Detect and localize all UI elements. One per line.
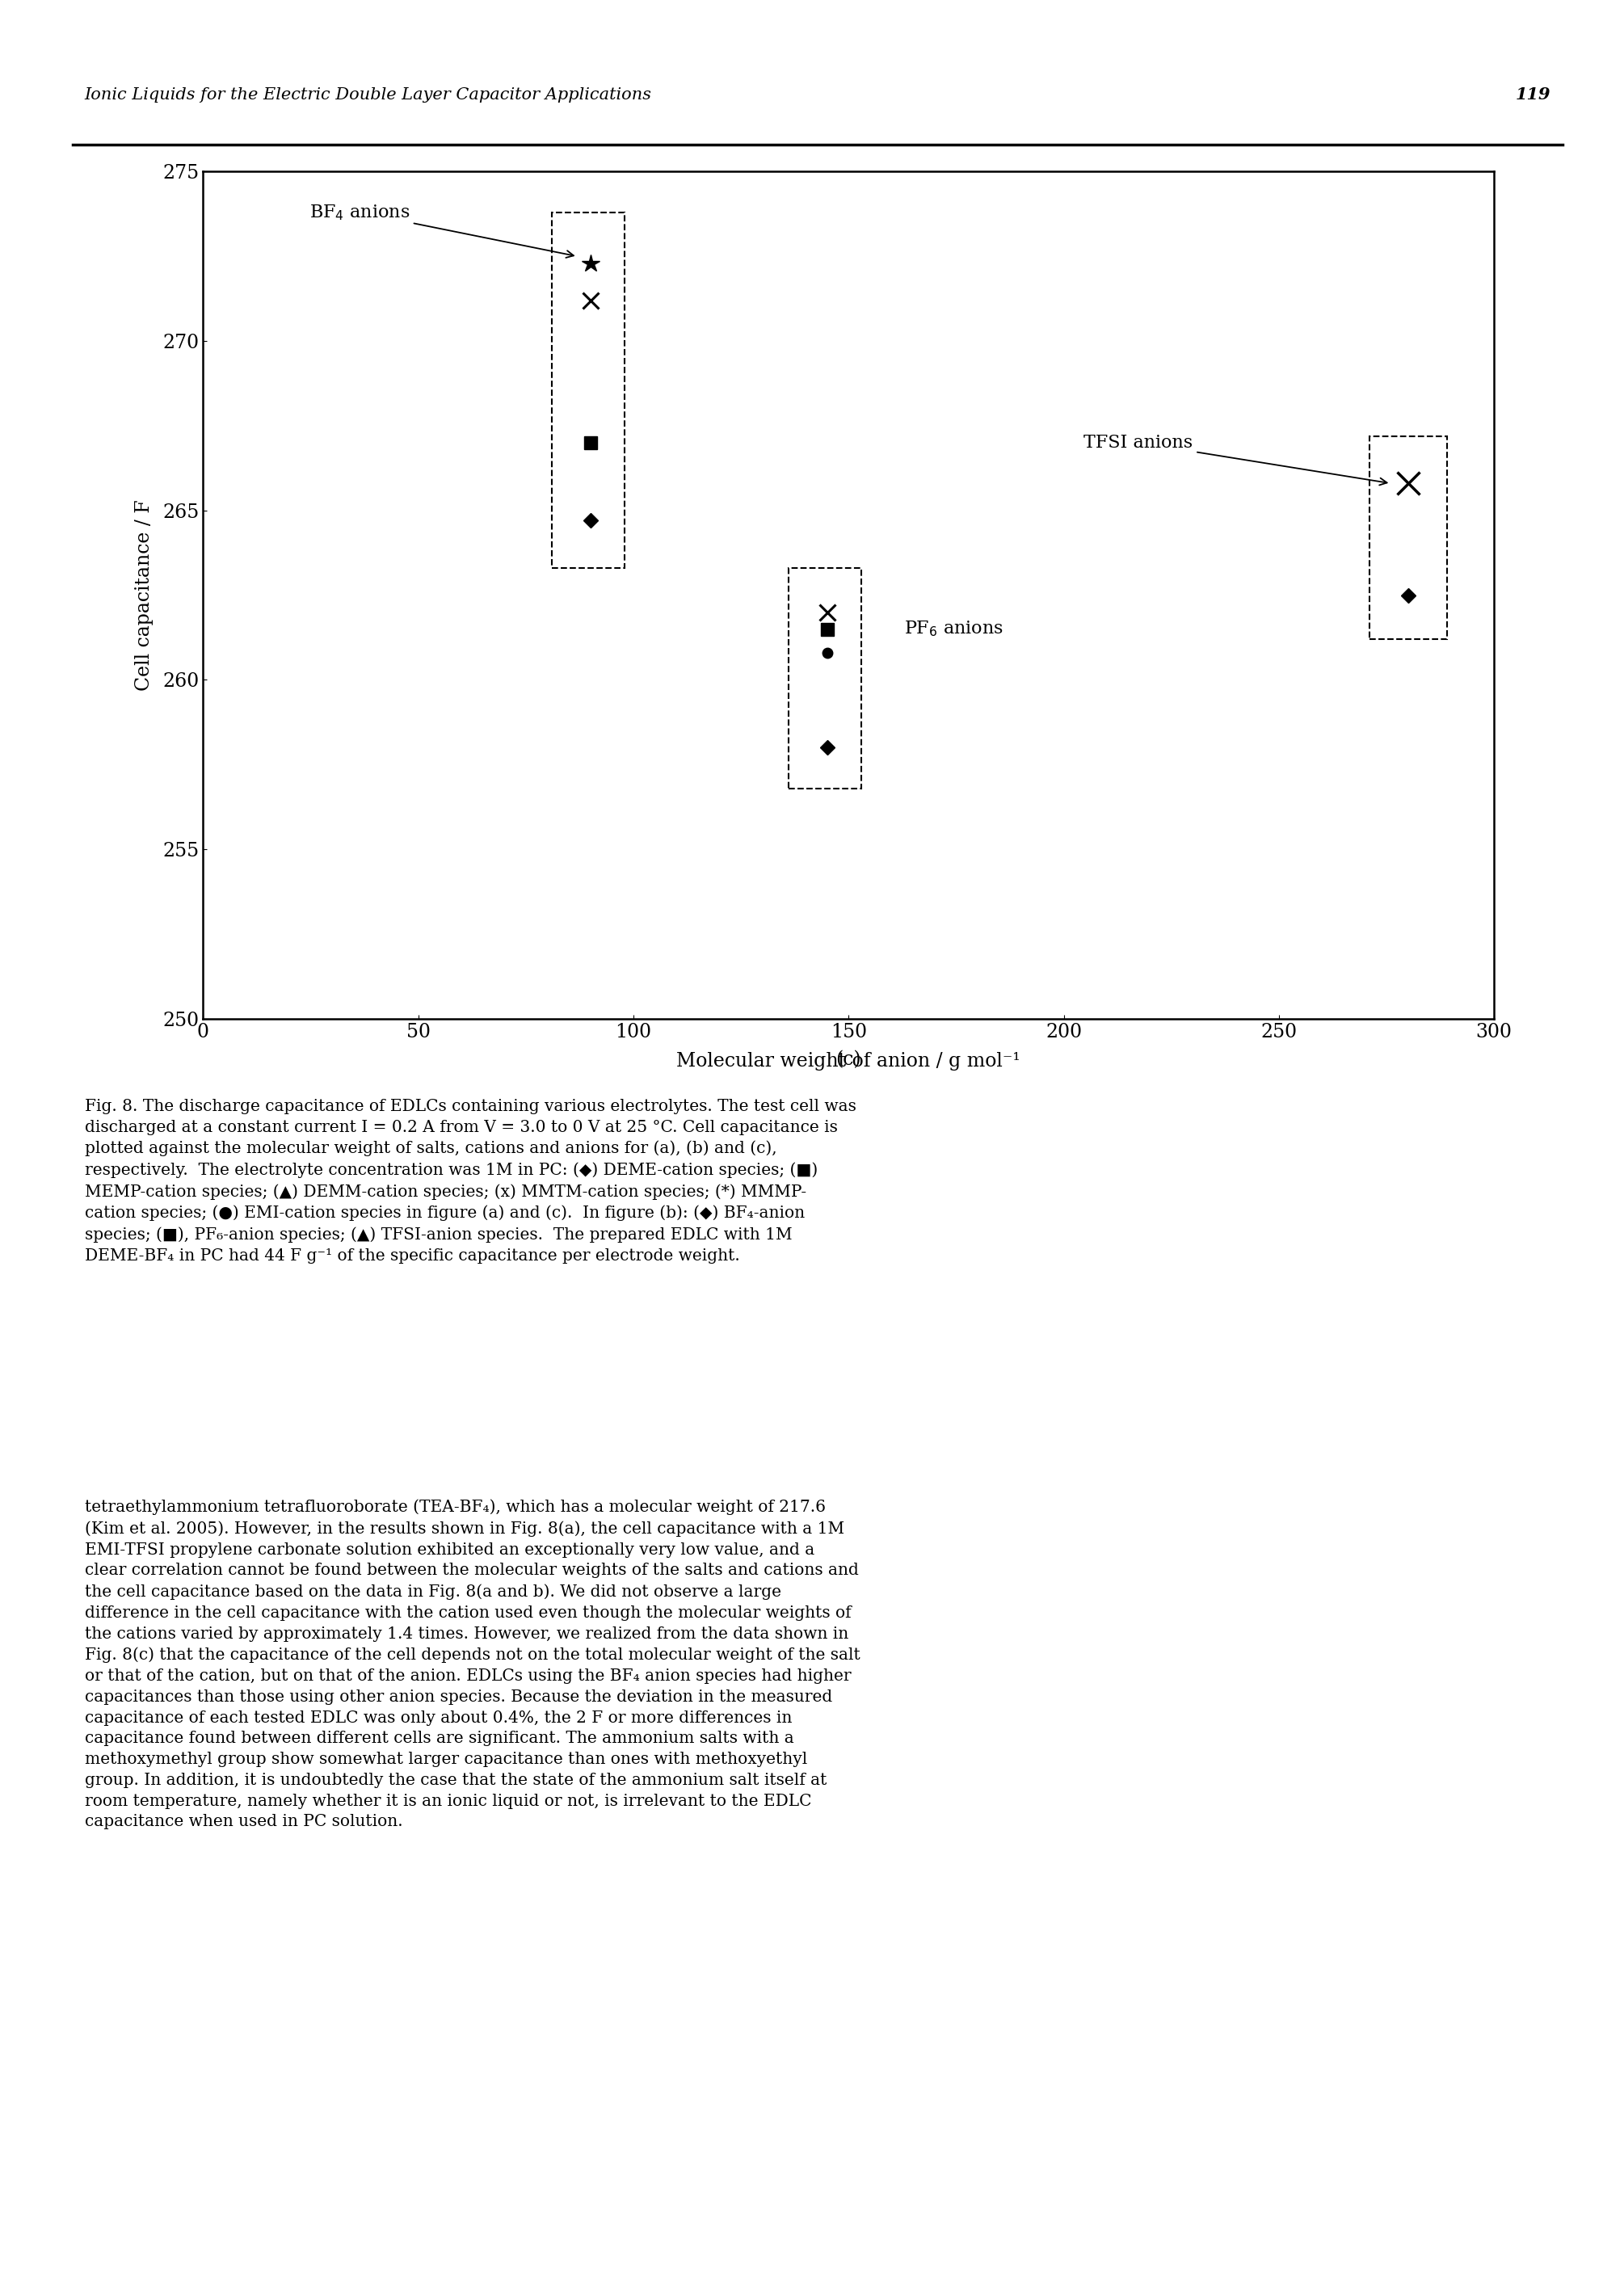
Text: Ionic Liquids for the Electric Double Layer Capacitor Applications: Ionic Liquids for the Electric Double La… <box>84 87 651 103</box>
Text: 119: 119 <box>1515 87 1551 103</box>
X-axis label: Molecular weight of anion / g mol⁻¹: Molecular weight of anion / g mol⁻¹ <box>677 1053 1020 1071</box>
Bar <box>788 568 861 787</box>
Text: (c): (c) <box>836 1051 861 1069</box>
Text: Fig. 8. The discharge capacitance of EDLCs containing various electrolytes. The : Fig. 8. The discharge capacitance of EDL… <box>84 1099 856 1264</box>
Y-axis label: Cell capacitance / F: Cell capacitance / F <box>135 499 154 691</box>
Bar <box>552 213 625 568</box>
Text: TFSI anions: TFSI anions <box>1083 435 1387 485</box>
Bar <box>1369 435 1447 639</box>
Text: PF$_6$ anions: PF$_6$ anions <box>905 620 1004 639</box>
Text: tetraethylammonium tetrafluoroborate (TEA-BF₄), which has a molecular weight of : tetraethylammonium tetrafluoroborate (TE… <box>84 1499 859 1829</box>
Text: BF$_4$ anions: BF$_4$ anions <box>309 204 573 259</box>
